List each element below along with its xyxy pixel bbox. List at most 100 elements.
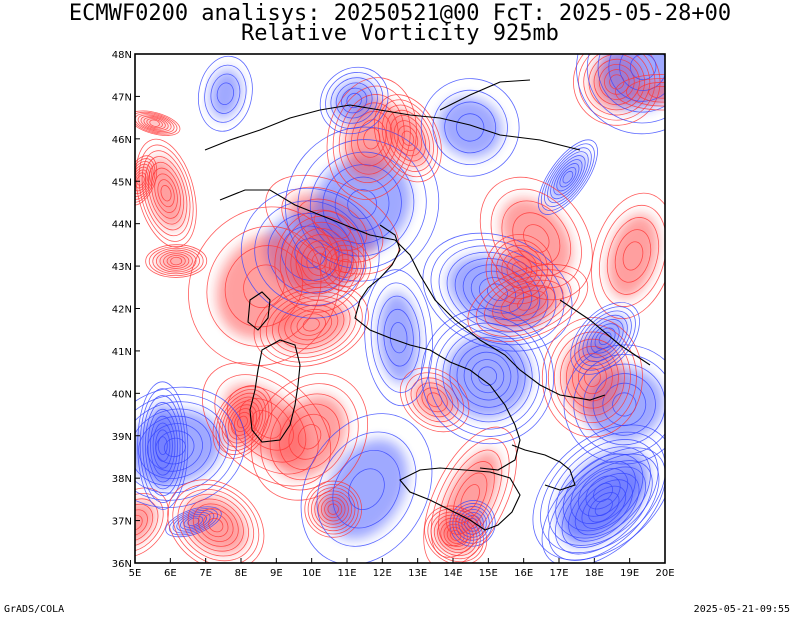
contour-line bbox=[135, 161, 154, 200]
contour-line bbox=[310, 487, 356, 532]
contour-line bbox=[176, 512, 211, 532]
contour-line bbox=[151, 167, 181, 219]
contour-line bbox=[454, 258, 541, 327]
contour-line bbox=[259, 286, 363, 363]
contour-line bbox=[210, 73, 241, 114]
contour-line bbox=[278, 300, 345, 350]
vorticity-core bbox=[500, 198, 572, 279]
contour-line bbox=[547, 324, 637, 431]
contour-line bbox=[172, 510, 215, 534]
vorticity-core bbox=[557, 448, 649, 537]
contour-line bbox=[561, 466, 647, 549]
lat-label: 38N bbox=[112, 474, 132, 485]
contour-line bbox=[433, 514, 478, 557]
contour-line bbox=[279, 403, 340, 470]
longitude-labels: 5E 6E 7E 8E 9E 10E 11E 12E 13E 14E 15E 16E 17E 18E 19E… bbox=[129, 568, 675, 579]
contour-line bbox=[597, 54, 665, 113]
contour-line bbox=[559, 338, 625, 416]
contour-line bbox=[485, 234, 554, 305]
contour-line bbox=[559, 167, 577, 188]
contour-line bbox=[144, 402, 181, 490]
contour-line bbox=[265, 291, 357, 358]
contour-line bbox=[316, 431, 417, 547]
contour-line bbox=[562, 170, 574, 184]
contour-line bbox=[224, 400, 261, 444]
vorticity-core bbox=[631, 82, 665, 103]
contour-line bbox=[212, 385, 273, 459]
contour-line bbox=[591, 192, 665, 320]
contour-line bbox=[254, 200, 367, 307]
contour-line bbox=[300, 413, 433, 563]
contour-line bbox=[137, 381, 189, 510]
contour-line bbox=[570, 460, 636, 524]
contour-line bbox=[470, 359, 505, 394]
contour-line bbox=[163, 437, 186, 458]
contour-line bbox=[149, 119, 160, 127]
title-line-2: Relative Vorticity 925mb bbox=[241, 21, 559, 46]
contour-line bbox=[198, 508, 234, 542]
contour-line bbox=[576, 54, 665, 135]
contour-line bbox=[135, 158, 156, 203]
contour-line bbox=[585, 475, 621, 510]
lat-label: 48N bbox=[112, 50, 132, 61]
contour-line bbox=[150, 415, 176, 476]
lat-label: 36N bbox=[112, 559, 132, 570]
latitude-labels: 36N 37N 38N 39N 40N 41N 42N 43N 44N 45N 46N 47N 48N bbox=[112, 50, 132, 570]
contour-line bbox=[446, 526, 465, 544]
coastline bbox=[204, 79, 651, 531]
vorticity-core bbox=[292, 227, 347, 295]
contour-line bbox=[237, 415, 248, 429]
contour-line bbox=[420, 78, 520, 177]
contour-line bbox=[573, 54, 661, 126]
contour-line bbox=[319, 66, 389, 135]
contour-line bbox=[554, 460, 653, 555]
contour-line bbox=[577, 360, 607, 395]
lat-label: 40N bbox=[112, 389, 132, 400]
contour-line bbox=[444, 101, 497, 154]
contour-line bbox=[540, 431, 665, 554]
lat-label: 44N bbox=[112, 220, 132, 231]
contour-line bbox=[377, 295, 421, 380]
contour-line bbox=[393, 120, 423, 157]
contour-line bbox=[548, 453, 660, 561]
contour-line bbox=[430, 511, 481, 560]
footer-software-label: GrADS/COLA bbox=[4, 604, 65, 615]
contour-line bbox=[547, 439, 659, 546]
vorticity-core bbox=[549, 153, 587, 202]
contour-line bbox=[203, 513, 229, 538]
contour-line bbox=[288, 413, 331, 460]
contour-line bbox=[450, 529, 462, 541]
contour-line bbox=[423, 426, 518, 563]
contour-line bbox=[170, 256, 183, 266]
contour-line bbox=[332, 85, 411, 192]
contour-line bbox=[160, 185, 172, 202]
contour-line bbox=[135, 169, 149, 192]
lat-label: 41N bbox=[112, 347, 132, 358]
contour-line bbox=[135, 509, 148, 536]
contour-line bbox=[306, 246, 333, 276]
contour-line bbox=[216, 82, 235, 106]
contour-line bbox=[138, 415, 212, 479]
contour-line bbox=[307, 483, 359, 535]
lon-label: 5E bbox=[129, 568, 142, 579]
lon-label: 9E bbox=[270, 568, 283, 579]
contour-line bbox=[571, 353, 613, 402]
lon-label: 11E bbox=[337, 568, 356, 579]
lon-label: 10E bbox=[302, 568, 321, 579]
contour-line bbox=[445, 461, 495, 535]
contour-line bbox=[456, 344, 519, 408]
contour-line bbox=[155, 430, 195, 465]
contour-line bbox=[544, 147, 592, 207]
contour-line bbox=[490, 239, 548, 299]
contour-line bbox=[135, 155, 158, 206]
vorticity-core bbox=[332, 80, 376, 121]
contour-line bbox=[511, 261, 527, 278]
contour-line bbox=[285, 221, 354, 301]
contour-line bbox=[208, 517, 224, 533]
contour-line bbox=[144, 156, 188, 231]
contour-line bbox=[438, 449, 503, 547]
contour-line bbox=[586, 319, 624, 358]
contour-line bbox=[157, 436, 168, 455]
contour-line bbox=[322, 164, 402, 245]
contour-line bbox=[421, 308, 555, 445]
